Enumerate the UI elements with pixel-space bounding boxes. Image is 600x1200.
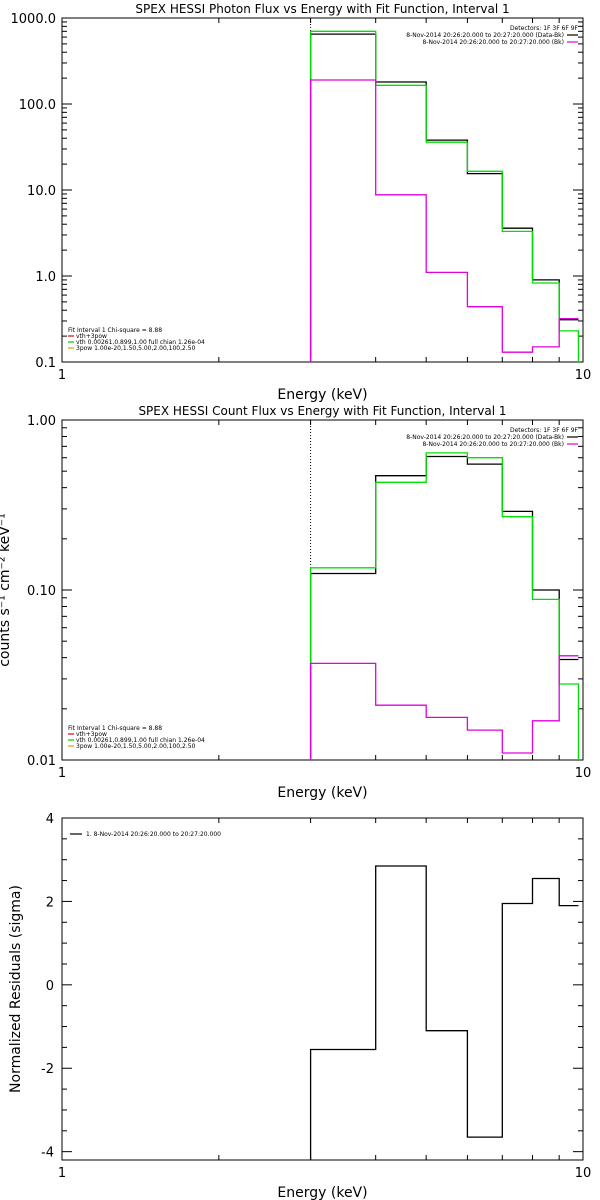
legend-entry-text: 8-Nov-2014 20:26:20.000 to 20:27:20.000 … (406, 32, 564, 39)
x-axis-label: Energy (keV) (277, 1185, 367, 1200)
fit-legend-entry: 3pow 1.00e-20,1.50,5.00,2.00,100,2.50 (76, 345, 196, 352)
fit-legend-entry: vth+3pow (76, 731, 107, 738)
y-tick-label: 4 (46, 812, 54, 827)
y-tick-label: 1.0 (35, 270, 56, 285)
x-tick-label: 10 (575, 766, 592, 781)
x-tick-label: 10 (575, 1166, 592, 1181)
fit-legend-entry: vth 0.00261,0.899,1.00 full chian 1.26e-… (76, 737, 205, 744)
fit-legend-entry: vth 0.00261,0.899,1.00 full chian 1.26e-… (76, 339, 205, 346)
plot-frame (61, 17, 584, 363)
legend-entry-text: 1. 8-Nov-2014 20:26:20.000 to 20:27:20.0… (86, 831, 221, 838)
y-tick-label: 1.00 (27, 414, 56, 429)
x-tick-label: 1 (58, 368, 66, 383)
legend-entry-text: 8-Nov-2014 20:26:20.000 to 20:27:20.000 … (406, 434, 564, 441)
y-tick-label: 0 (46, 979, 54, 994)
x-tick-label: 1 (58, 766, 66, 781)
series-fit-line (309, 30, 580, 362)
series-bk-line (309, 79, 579, 362)
y-axis-label: counts s⁻¹ cm⁻² keV⁻¹ (0, 513, 13, 667)
chart-title: SPEX HESSI Count Flux vs Energy with Fit… (138, 404, 506, 418)
legend-entry-text: 8-Nov-2014 20:26:20.000 to 20:27:20.000 … (422, 39, 564, 46)
series-fit-line (309, 452, 580, 760)
y-tick-label: 10.0 (27, 184, 56, 199)
y-tick-label: 0.1 (35, 356, 56, 371)
x-axis-label: Energy (keV) (277, 785, 367, 801)
count-flux-panel: SPEX HESSI Count Flux vs Energy with Fit… (0, 404, 591, 801)
x-tick-label: 10 (575, 368, 592, 383)
series-bk-line (309, 655, 579, 760)
y-tick-label: 100.0 (19, 98, 56, 113)
y-tick-label: 1000.0 (11, 12, 57, 27)
y-tick-label: 2 (46, 895, 54, 910)
fit-legend-entry: vth+3pow (76, 333, 107, 340)
x-axis-label: Energy (keV) (277, 387, 367, 403)
fit-legend-header: Fit Interval 1 Chi-square = 8.88 (68, 725, 162, 732)
series-1. 8-Nov-2014 20:26:20.000 to 20:27:20.000-line (309, 865, 579, 1160)
series-data-line (309, 455, 579, 760)
fit-legend-header: Fit Interval 1 Chi-square = 8.88 (68, 327, 162, 334)
x-tick-label: 1 (58, 1166, 66, 1181)
legend-header: Detectors: 1F 3F 6F 9F (510, 427, 579, 434)
y-axis-label: Normalized Residuals (sigma) (8, 885, 24, 1093)
plot-frame (61, 817, 584, 1161)
y-tick-label: 0.01 (27, 754, 56, 769)
y-tick-label: -2 (41, 1062, 54, 1077)
residuals-panel: 1 10 Energy (keV) -4 -2 0 2 4 Normalized Residua… (8, 812, 591, 1200)
y-tick-label: -4 (41, 1146, 54, 1161)
plot-frame (61, 419, 584, 761)
legend-header: Detectors: 1F 3F 6F 9F (510, 25, 579, 32)
chart-title: SPEX HESSI Photon Flux vs Energy with Fi… (135, 2, 509, 16)
y-tick-label: 0.10 (27, 584, 56, 599)
fit-legend-entry: 3pow 1.00e-20,1.50,5.00,2.00,100,2.50 (76, 743, 196, 750)
series-data-line (309, 33, 579, 362)
photon-flux-panel: SPEX HESSI Photon Flux vs Energy with Fi… (11, 2, 592, 403)
legend-entry-text: 8-Nov-2014 20:26:20.000 to 20:27:20.000 … (422, 441, 564, 448)
